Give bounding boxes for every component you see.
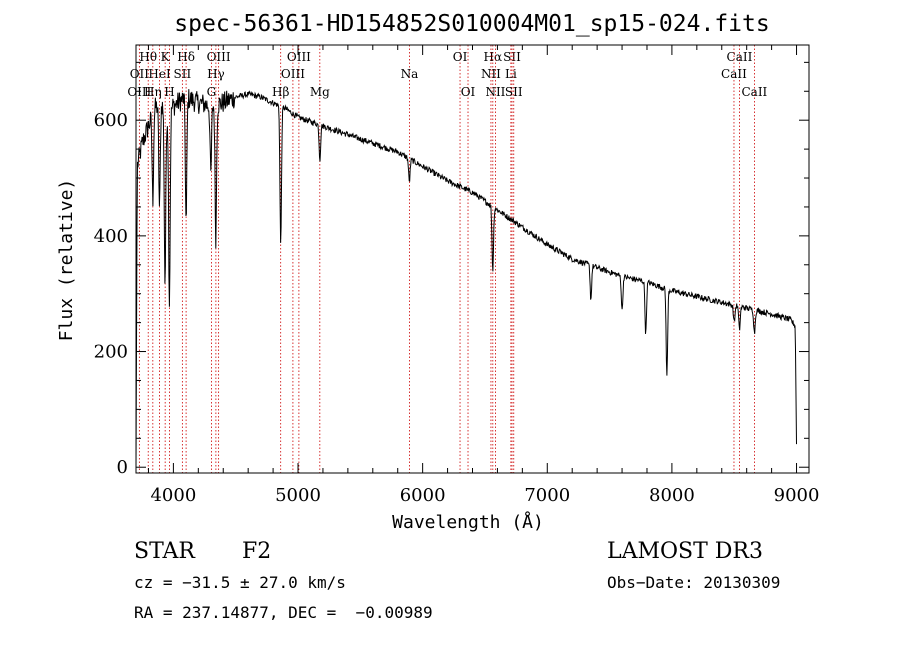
plot-frame [135, 44, 810, 474]
y-tick-label: 200 [94, 342, 128, 363]
line-marker-label: Na [401, 67, 419, 81]
line-marker-label: Hγ [207, 67, 225, 81]
line-marker-label: Hη [144, 85, 162, 99]
x-tick-label: 9000 [774, 485, 820, 506]
line-marker-label: OI [453, 50, 468, 64]
observation-date: Obs−Date: 20130309 [607, 573, 781, 592]
line-marker-label: SII [174, 67, 192, 81]
line-marker-label: OIII [207, 50, 231, 64]
x-axis-label: Wavelength (Å) [392, 511, 544, 533]
survey-name: LAMOST DR3 [607, 539, 763, 564]
line-marker-label: Mg [310, 85, 330, 99]
line-marker-label: SII [505, 85, 523, 99]
line-marker-label: OI [461, 85, 476, 99]
line-marker-label: OIII [281, 67, 305, 81]
line-marker-label: OIII [287, 50, 311, 64]
x-tick-label: 5000 [275, 485, 321, 506]
object-class: STAR [134, 539, 195, 564]
line-marker-label: HeI [148, 67, 171, 81]
line-marker-label: CaII [721, 67, 747, 81]
spectrum-line [135, 89, 797, 468]
line-marker-label: OII [130, 67, 150, 81]
line-marker-label: Li [505, 67, 517, 81]
line-marker-label: Hα [484, 50, 503, 64]
line-marker-label: OIII [127, 85, 151, 99]
line-marker-label: G [207, 85, 217, 99]
y-axis-label: Flux (relative) [56, 179, 77, 342]
line-marker-label: CaII [741, 85, 767, 99]
axis-ticks: 4000 5000 6000 7000 8000 9000 0 200 400 600 [94, 45, 820, 506]
x-tick-label: 4000 [150, 485, 196, 506]
line-marker-label: NII [481, 67, 501, 81]
line-marker-label: H [164, 85, 174, 99]
redshift-velocity: cz = −31.5 ± 27.0 km/s [134, 573, 346, 592]
x-tick-label: 8000 [649, 485, 695, 506]
y-tick-label: 0 [117, 457, 128, 478]
line-marker-label: K [161, 50, 171, 64]
y-tick-label: 600 [94, 110, 128, 131]
line-marker-label: CaII [727, 50, 753, 64]
x-tick-label: 6000 [400, 485, 446, 506]
x-tick-label: 7000 [524, 485, 570, 506]
line-marker-label: NII [485, 85, 505, 99]
line-marker-label: Hδ [177, 50, 195, 64]
line-marker-label: Hβ [272, 85, 289, 99]
chart-title: spec-56361-HD154852S010004M01_sp15-024.f… [174, 11, 769, 37]
line-marker-label: SII [503, 50, 521, 64]
object-subclass: F2 [242, 539, 272, 564]
y-tick-label: 400 [94, 226, 128, 247]
line-marker-label: Hθ [139, 50, 157, 64]
coordinates: RA = 237.14877, DEC = −0.00989 [134, 603, 433, 622]
